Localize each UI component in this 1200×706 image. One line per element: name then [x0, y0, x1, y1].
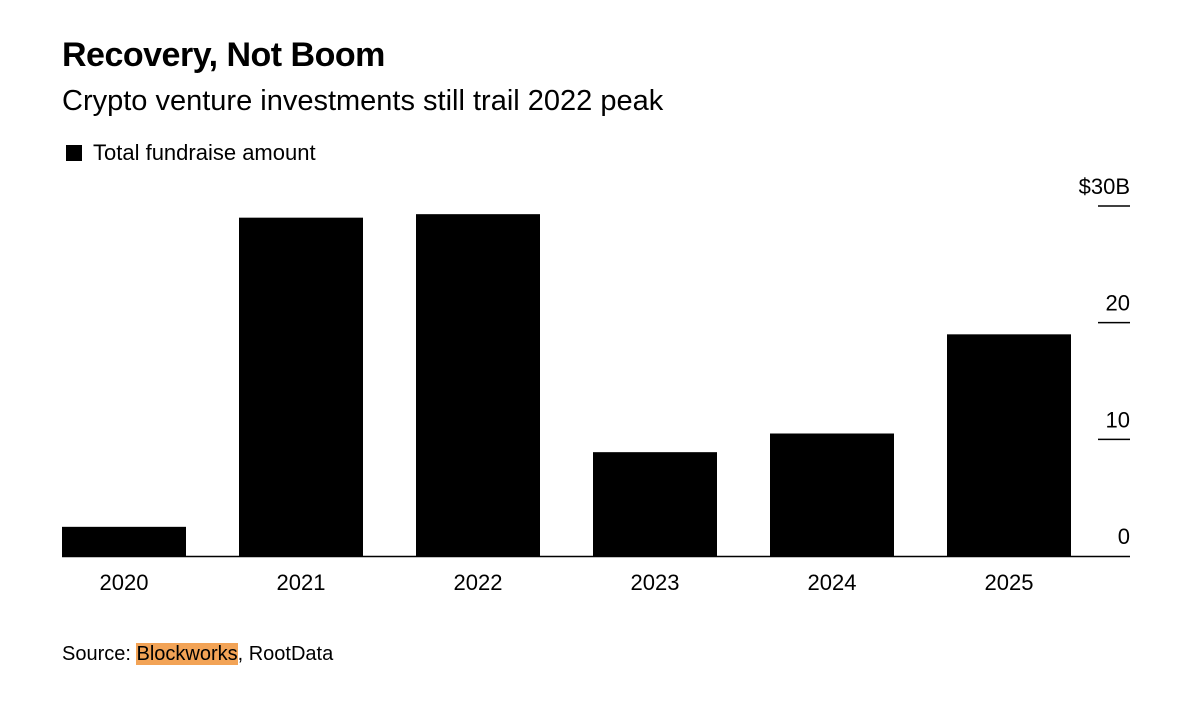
bar-2023	[593, 452, 717, 556]
legend: Total fundraise amount	[66, 140, 316, 166]
source-prefix: Source:	[62, 643, 137, 665]
bar-2020	[62, 526, 186, 556]
x-tick-label-2023: 2023	[631, 570, 680, 595]
legend-swatch	[66, 145, 82, 161]
x-tick-label-2022: 2022	[454, 570, 503, 595]
legend-label: Total fundraise amount	[93, 140, 316, 165]
y-tick-label-0: 0	[1118, 524, 1130, 549]
chart-subtitle: Crypto venture investments still trail 2…	[62, 85, 664, 117]
x-tick-label-2025: 2025	[985, 570, 1034, 595]
bar-2024	[770, 433, 894, 556]
x-tick-label-2021: 2021	[277, 570, 326, 595]
x-tick-label-2024: 2024	[808, 570, 857, 595]
x-tick-label-2020: 2020	[100, 570, 149, 595]
bar-2025	[947, 334, 1071, 556]
source-note: Source: Blockworks, RootData	[62, 643, 333, 666]
bar-2022	[416, 214, 540, 556]
source-highlight[interactable]: Blockworks	[136, 643, 238, 665]
bar-2021	[239, 217, 363, 556]
chart-title: Recovery, Not Boom	[62, 36, 385, 74]
y-tick-label-30: $30B	[1079, 174, 1130, 199]
y-tick-label-10: 10	[1106, 407, 1130, 432]
source-rest: , RootData	[237, 643, 334, 665]
y-tick-label-20: 20	[1106, 291, 1130, 316]
